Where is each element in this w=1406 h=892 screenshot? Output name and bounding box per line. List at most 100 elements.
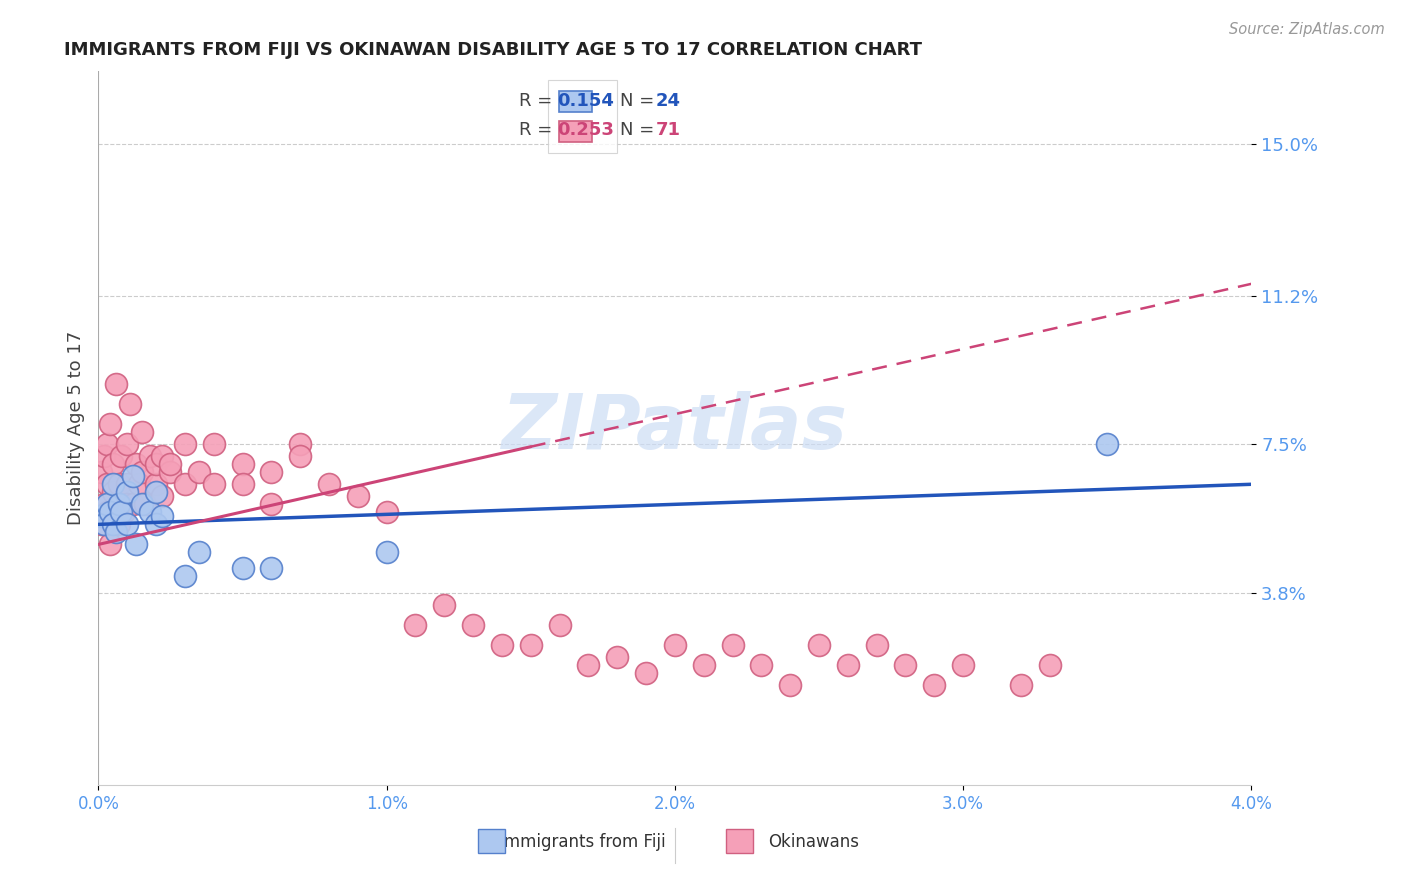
FancyBboxPatch shape	[725, 830, 754, 854]
Okinawans	[159, 465, 181, 479]
Okinawans	[134, 497, 156, 511]
Okinawans	[664, 638, 686, 652]
Immigrants from Fiji	[145, 517, 167, 532]
Okinawans	[120, 397, 142, 411]
Okinawans	[894, 657, 917, 672]
Text: Source: ZipAtlas.com: Source: ZipAtlas.com	[1229, 22, 1385, 37]
Okinawans	[375, 505, 398, 519]
Immigrants from Fiji	[117, 517, 139, 532]
Immigrants from Fiji	[231, 561, 254, 575]
Immigrants from Fiji	[107, 497, 129, 511]
Okinawans	[139, 449, 162, 463]
Okinawans	[548, 617, 571, 632]
Text: Immigrants from Fiji: Immigrants from Fiji	[499, 833, 666, 851]
Text: N =: N =	[620, 121, 659, 139]
Okinawans	[122, 497, 145, 511]
Okinawans	[96, 505, 118, 519]
Okinawans	[131, 425, 153, 439]
Okinawans	[90, 517, 112, 532]
Okinawans	[260, 497, 283, 511]
Y-axis label: Disability Age 5 to 17: Disability Age 5 to 17	[66, 331, 84, 525]
Text: 0.154: 0.154	[557, 93, 614, 111]
Okinawans	[1010, 678, 1032, 692]
Okinawans	[107, 517, 129, 532]
Okinawans	[110, 449, 132, 463]
Okinawans	[837, 657, 859, 672]
Okinawans	[101, 485, 124, 500]
Okinawans	[117, 477, 139, 491]
FancyBboxPatch shape	[478, 830, 505, 854]
Okinawans	[520, 638, 543, 652]
Immigrants from Fiji	[110, 505, 132, 519]
Okinawans	[188, 465, 211, 479]
Immigrants from Fiji	[139, 505, 162, 519]
Okinawans	[93, 497, 115, 511]
Immigrants from Fiji	[117, 485, 139, 500]
Okinawans	[636, 665, 658, 680]
Okinawans	[260, 465, 283, 479]
Okinawans	[808, 638, 831, 652]
Okinawans	[405, 617, 427, 632]
Okinawans	[96, 437, 118, 451]
Text: IMMIGRANTS FROM FIJI VS OKINAWAN DISABILITY AGE 5 TO 17 CORRELATION CHART: IMMIGRANTS FROM FIJI VS OKINAWAN DISABIL…	[63, 41, 922, 59]
Okinawans	[93, 449, 115, 463]
Immigrants from Fiji	[375, 545, 398, 559]
Okinawans	[150, 489, 173, 503]
Immigrants from Fiji	[98, 505, 121, 519]
Okinawans	[104, 505, 127, 519]
Okinawans	[159, 457, 181, 471]
Okinawans	[318, 477, 340, 491]
Okinawans	[290, 437, 312, 451]
Okinawans	[174, 437, 197, 451]
Okinawans	[461, 617, 484, 632]
Okinawans	[866, 638, 889, 652]
Okinawans	[231, 457, 254, 471]
Okinawans	[751, 657, 773, 672]
Immigrants from Fiji	[90, 509, 112, 524]
Okinawans	[578, 657, 600, 672]
Okinawans	[606, 649, 628, 664]
Okinawans	[145, 477, 167, 491]
Immigrants from Fiji	[96, 497, 118, 511]
Immigrants from Fiji	[145, 485, 167, 500]
Okinawans	[721, 638, 744, 652]
Text: Okinawans: Okinawans	[768, 833, 859, 851]
Okinawans	[98, 417, 121, 432]
Text: ZIPatlas: ZIPatlas	[502, 392, 848, 465]
Immigrants from Fiji	[122, 469, 145, 483]
Okinawans	[779, 678, 801, 692]
Immigrants from Fiji	[104, 525, 127, 540]
Legend: , : ,	[548, 80, 617, 153]
Immigrants from Fiji	[174, 569, 197, 583]
Okinawans	[125, 457, 148, 471]
Immigrants from Fiji	[260, 561, 283, 575]
Okinawans	[491, 638, 513, 652]
Immigrants from Fiji	[101, 517, 124, 532]
Okinawans	[145, 457, 167, 471]
Okinawans	[202, 477, 225, 491]
Immigrants from Fiji	[101, 477, 124, 491]
Okinawans	[107, 477, 129, 491]
Okinawans	[1038, 657, 1062, 672]
Okinawans	[96, 477, 118, 491]
Okinawans	[202, 437, 225, 451]
Okinawans	[174, 477, 197, 491]
Okinawans	[117, 437, 139, 451]
Text: 0.253: 0.253	[557, 121, 614, 139]
Okinawans	[433, 598, 456, 612]
Okinawans	[128, 477, 150, 491]
Okinawans	[290, 449, 312, 463]
Immigrants from Fiji	[93, 517, 115, 532]
Text: N =: N =	[620, 93, 659, 111]
Okinawans	[110, 497, 132, 511]
Okinawans	[952, 657, 974, 672]
Text: R =: R =	[519, 93, 558, 111]
Okinawans	[112, 505, 135, 519]
Text: 71: 71	[655, 121, 681, 139]
Text: 24: 24	[655, 93, 681, 111]
Immigrants from Fiji	[188, 545, 211, 559]
Okinawans	[346, 489, 368, 503]
Okinawans	[98, 537, 121, 551]
Okinawans	[90, 465, 112, 479]
Okinawans	[101, 457, 124, 471]
